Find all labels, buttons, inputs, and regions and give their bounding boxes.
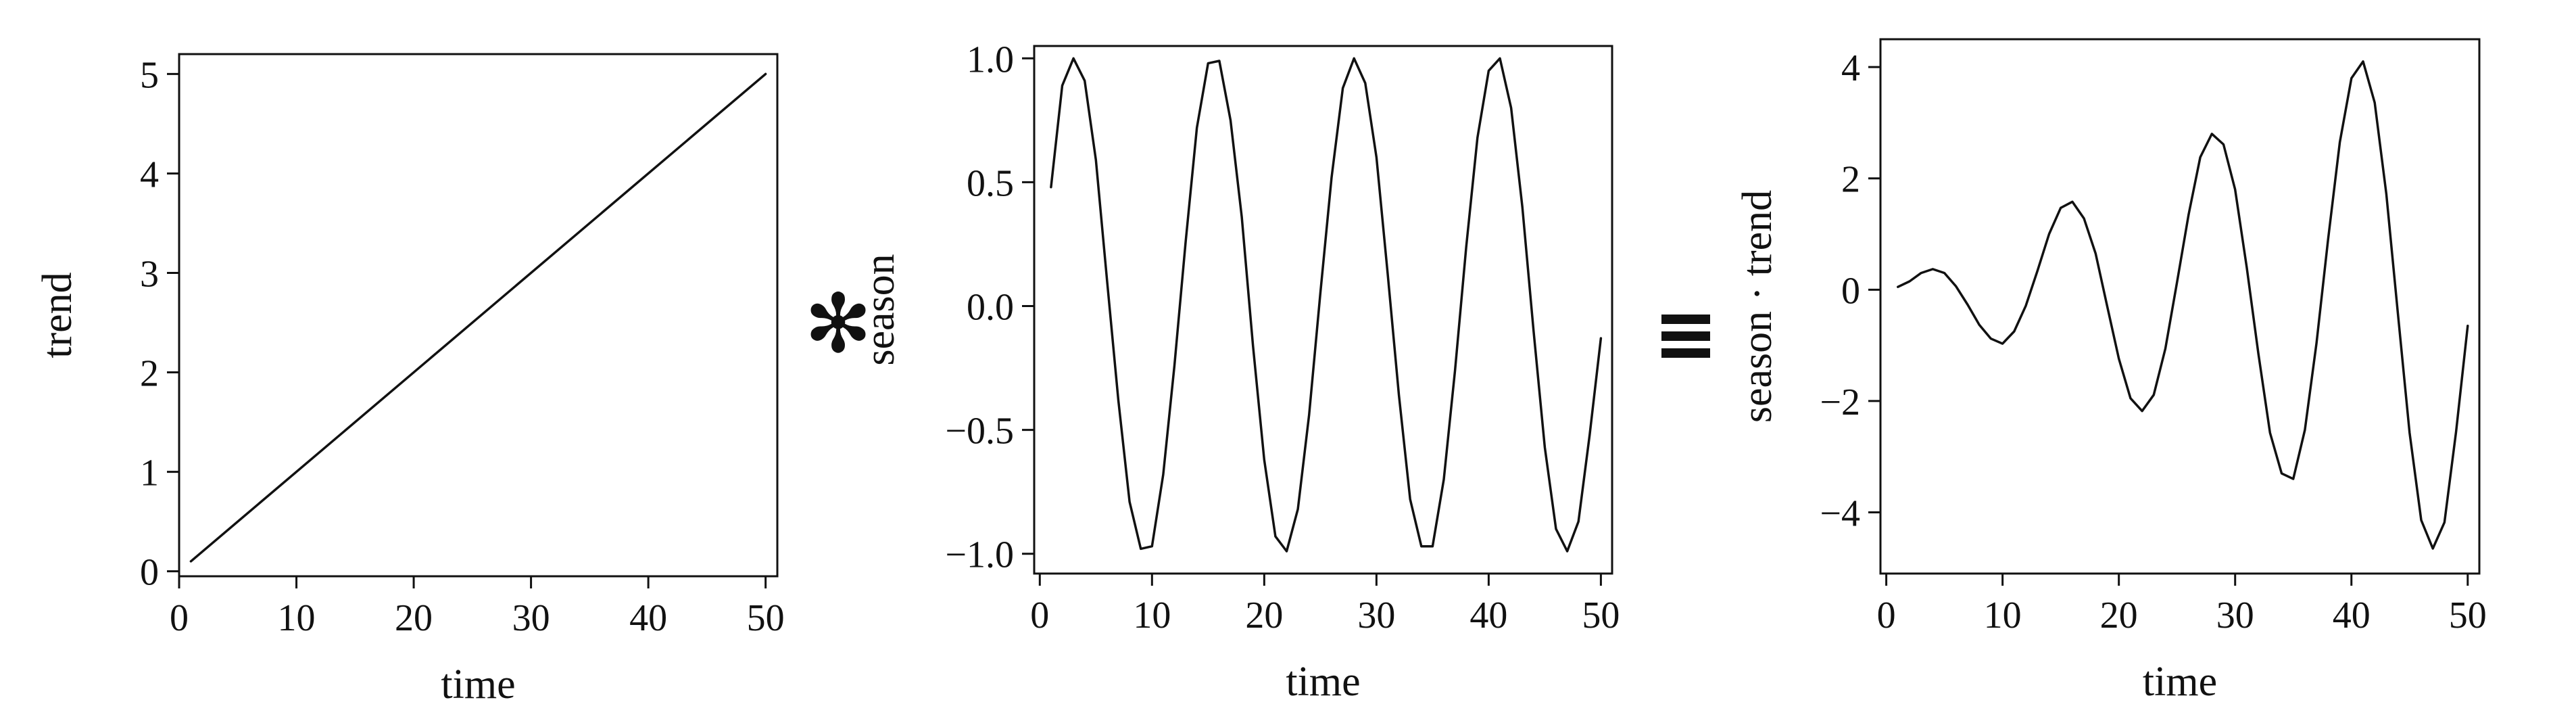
x-tick-label: 10 bbox=[1133, 595, 1171, 636]
equals-operator bbox=[1661, 315, 1710, 358]
y-tick-label: −0.5 bbox=[945, 411, 1014, 452]
y-tick-label: −2 bbox=[1820, 381, 1860, 423]
y-tick-label: 2 bbox=[1841, 159, 1860, 201]
season-panel: 0 10 20 30 40 50 1.0 0.5 0.0 −0.5 −1.0 time season bbox=[857, 39, 1620, 705]
y-tick-label: 1 bbox=[140, 452, 159, 494]
y-tick-label: 0 bbox=[1841, 270, 1860, 312]
x-axis-title: time bbox=[441, 661, 515, 707]
y-tick-label: −4 bbox=[1820, 492, 1860, 534]
x-tick-label: 10 bbox=[278, 597, 316, 639]
multiply-operator: ✻ bbox=[804, 277, 873, 371]
x-tick-label: 30 bbox=[2216, 595, 2254, 636]
x-axis-title: time bbox=[1286, 659, 1360, 705]
x-tick-label: 50 bbox=[747, 597, 785, 639]
plot-frame bbox=[178, 53, 779, 578]
x-tick-label: 20 bbox=[1245, 595, 1283, 636]
trend-panel: 0 10 20 30 40 50 0 1 2 3 4 5 time trend bbox=[34, 53, 785, 707]
x-tick-label: 40 bbox=[2333, 595, 2371, 636]
x-tick-label: 40 bbox=[629, 597, 667, 639]
y-tick-label: 0 bbox=[140, 552, 159, 594]
y-tick-label: 1.0 bbox=[967, 39, 1014, 80]
x-tick-label: 20 bbox=[395, 597, 433, 639]
y-tick-label: 0.5 bbox=[967, 162, 1014, 204]
y-tick-label: 0.0 bbox=[967, 287, 1014, 329]
x-axis-title: time bbox=[2143, 659, 2217, 705]
y-tick-label: 4 bbox=[1841, 47, 1860, 89]
y-axis-title: trend bbox=[34, 272, 80, 358]
series-line bbox=[1897, 60, 2469, 550]
x-tick-label: 50 bbox=[1582, 595, 1620, 636]
y-tick-label: 2 bbox=[140, 353, 159, 395]
y-tick-label: 3 bbox=[140, 254, 159, 296]
plot-frame bbox=[1033, 45, 1613, 575]
series-line bbox=[1050, 57, 1603, 553]
y-tick-label: −1.0 bbox=[945, 534, 1014, 576]
x-tick-label: 40 bbox=[1469, 595, 1507, 636]
x-tick-label: 0 bbox=[170, 597, 189, 639]
y-tick-label: 5 bbox=[140, 54, 159, 96]
x-tick-label: 30 bbox=[1357, 595, 1395, 636]
x-tick-label: 50 bbox=[2449, 595, 2487, 636]
y-axis-title: season bbox=[857, 254, 903, 365]
y-axis-title: season · trend bbox=[1734, 190, 1780, 423]
x-tick-label: 0 bbox=[1030, 595, 1049, 636]
x-tick-label: 0 bbox=[1877, 595, 1896, 636]
y-tick-label: 4 bbox=[140, 154, 159, 195]
x-tick-label: 10 bbox=[1984, 595, 2022, 636]
x-tick-label: 30 bbox=[512, 597, 550, 639]
series-line bbox=[189, 72, 767, 563]
plot-frame bbox=[1879, 38, 2481, 575]
x-tick-label: 20 bbox=[2100, 595, 2138, 636]
